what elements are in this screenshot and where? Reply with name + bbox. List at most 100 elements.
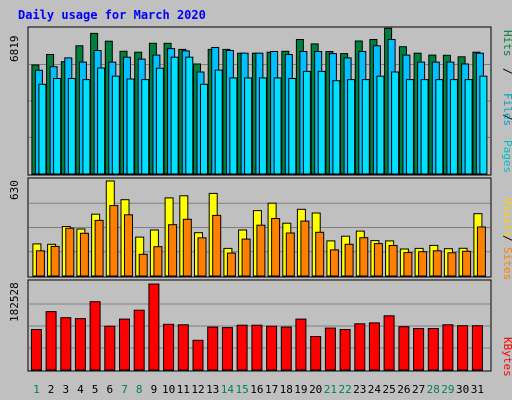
axis-max-label-top: 6819 <box>8 36 21 63</box>
bar-pages-day-5 <box>97 67 106 175</box>
bar-kbytes-day-3 <box>60 317 72 371</box>
bar-pages-day-27 <box>420 79 429 175</box>
day-label-6: 6 <box>106 383 113 396</box>
bar-pages-day-16 <box>258 77 267 175</box>
bar-pages-day-15 <box>244 77 253 175</box>
bar-sites-day-8 <box>138 253 148 277</box>
axis-max-label-mid: 630 <box>8 180 21 200</box>
legend-label-pages: Pages <box>501 140 512 173</box>
day-label-16: 16 <box>250 383 263 396</box>
day-label-4: 4 <box>77 383 84 396</box>
bar-pages-day-13 <box>214 69 223 175</box>
bar-kbytes-day-8 <box>133 309 145 371</box>
bar-sites-day-24 <box>373 243 383 277</box>
day-label-10: 10 <box>162 383 175 396</box>
day-label-3: 3 <box>62 383 69 396</box>
bar-sites-day-18 <box>285 232 295 277</box>
day-label-19: 19 <box>294 383 307 396</box>
bar-sites-day-5 <box>94 219 104 277</box>
day-label-24: 24 <box>368 383 382 396</box>
bar-sites-day-3 <box>65 227 75 277</box>
day-label-1: 1 <box>33 383 40 396</box>
day-label-30: 30 <box>456 383 469 396</box>
day-label-11: 11 <box>177 383 190 396</box>
day-label-20: 20 <box>309 383 322 396</box>
bar-pages-day-4 <box>82 79 91 175</box>
day-label-25: 25 <box>382 383 395 396</box>
bar-pages-day-26 <box>405 79 414 175</box>
bar-kbytes-day-24 <box>368 322 380 371</box>
bar-sites-day-31 <box>476 226 486 277</box>
bar-sites-day-10 <box>168 224 178 277</box>
day-label-7: 7 <box>121 383 128 396</box>
bar-sites-day-16 <box>256 224 266 277</box>
bar-pages-day-14 <box>229 77 238 175</box>
bar-sites-day-15 <box>241 238 251 277</box>
bar-pages-day-23 <box>361 79 370 175</box>
bar-sites-day-29 <box>447 252 457 277</box>
bar-sites-day-17 <box>271 218 281 277</box>
day-label-8: 8 <box>136 383 143 396</box>
bar-kbytes-day-5 <box>89 301 101 371</box>
bar-kbytes-day-18 <box>280 326 292 371</box>
bar-kbytes-day-28 <box>427 328 439 371</box>
bar-sites-day-30 <box>462 250 472 277</box>
day-label-17: 17 <box>265 383 278 396</box>
bar-sites-day-21 <box>329 249 339 277</box>
bar-pages-day-8 <box>141 79 150 175</box>
bar-kbytes-day-19 <box>295 318 307 371</box>
bar-kbytes-day-14 <box>221 327 233 371</box>
bar-kbytes-day-23 <box>354 323 366 371</box>
bar-pages-day-29 <box>449 79 458 175</box>
bar-pages-day-30 <box>464 79 473 175</box>
bar-kbytes-day-27 <box>413 328 425 371</box>
bar-kbytes-day-17 <box>266 325 278 371</box>
bar-pages-day-7 <box>126 78 135 175</box>
bar-sites-day-26 <box>403 252 413 277</box>
bar-kbytes-day-29 <box>442 324 454 371</box>
legend-sep: / <box>501 68 512 75</box>
day-label-23: 23 <box>353 383 366 396</box>
bar-kbytes-day-11 <box>177 324 189 371</box>
bar-sites-day-28 <box>432 250 442 277</box>
day-label-2: 2 <box>48 383 55 396</box>
legend-label-visits: Visits <box>501 198 512 238</box>
legend-label-sites: Sites <box>501 247 512 280</box>
bar-pages-day-2 <box>53 78 62 175</box>
bar-sites-day-6 <box>109 205 119 277</box>
bar-sites-day-20 <box>315 231 325 277</box>
chart-title: Daily usage for March 2020 <box>18 8 206 22</box>
bar-kbytes-day-30 <box>457 325 469 371</box>
day-label-13: 13 <box>206 383 219 396</box>
bar-sites-day-4 <box>79 232 89 277</box>
bar-pages-day-3 <box>67 78 76 175</box>
bar-sites-day-25 <box>388 245 398 277</box>
bar-pages-day-19 <box>302 70 311 175</box>
bar-pages-day-20 <box>317 70 326 175</box>
legend-sep: / <box>501 114 512 121</box>
bar-pages-day-22 <box>347 79 356 175</box>
day-label-5: 5 <box>92 383 99 396</box>
bar-pages-day-9 <box>155 67 164 175</box>
bar-pages-day-21 <box>332 80 341 175</box>
bar-pages-day-1 <box>38 83 47 175</box>
bar-sites-day-27 <box>418 251 428 277</box>
bar-pages-day-17 <box>273 77 282 175</box>
bar-kbytes-day-20 <box>310 336 322 371</box>
bar-sites-day-12 <box>197 237 207 277</box>
bar-kbytes-day-22 <box>339 329 351 371</box>
bar-kbytes-day-1 <box>30 329 42 371</box>
bar-sites-day-13 <box>212 214 222 277</box>
bar-kbytes-day-12 <box>192 339 204 371</box>
day-label-27: 27 <box>412 383 425 396</box>
bar-kbytes-day-16 <box>251 324 263 371</box>
bar-sites-day-2 <box>50 245 60 277</box>
bar-kbytes-day-6 <box>104 325 116 371</box>
bar-pages-day-18 <box>288 78 297 175</box>
bar-kbytes-day-13 <box>207 326 219 371</box>
bar-sites-day-11 <box>182 218 192 277</box>
bar-pages-day-10 <box>170 56 179 175</box>
bar-kbytes-day-21 <box>324 327 336 371</box>
day-label-29: 29 <box>441 383 454 396</box>
